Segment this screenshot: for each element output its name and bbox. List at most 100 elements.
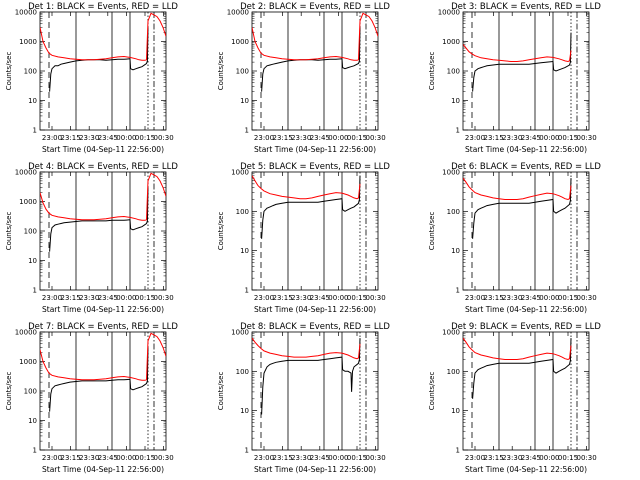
x-tick-label: 23:45 [98, 134, 118, 142]
events-series-line [261, 175, 361, 239]
x-tick-label: 00:00 [116, 454, 136, 462]
lld-series-line [40, 12, 166, 61]
chart-title: Det 8: BLACK = Events, RED = LLD [240, 322, 390, 332]
y-tick-label: 1000 [231, 38, 249, 46]
y-tick-label: 10 [451, 407, 460, 415]
chart-title: Det 2: BLACK = Events, RED = LLD [240, 2, 390, 12]
y-tick-label: 10 [240, 407, 249, 415]
events-series-line [49, 347, 149, 412]
x-tick-label: 00:30 [154, 134, 174, 142]
panel-det-6: Det 6: BLACK = Events, RED = LLD Counts/s… [428, 162, 601, 314]
x-tick-label: 00:15 [558, 454, 578, 462]
y-tick-label: 100 [24, 68, 37, 76]
x-tick-label: 23:00 [254, 134, 274, 142]
panel-det-9: Det 9: BLACK = Events, RED = LLD Counts/s… [428, 322, 601, 474]
plot-frame [251, 331, 379, 451]
panel-det-3: Det 3: BLACK = Events, RED = LLD Counts/s… [428, 2, 601, 154]
chart-title: Det 9: BLACK = Events, RED = LLD [451, 322, 601, 332]
x-tick-label: 23:00 [465, 454, 485, 462]
y-tick-label: 10 [28, 417, 37, 425]
y-tick-label: 1 [33, 447, 37, 455]
x-tick-label: 23:15 [61, 134, 81, 142]
x-tick-label: 23:30 [79, 454, 99, 462]
chart-title: Det 6: BLACK = Events, RED = LLD [451, 162, 601, 172]
chart-title: Det 1: BLACK = Events, RED = LLD [28, 2, 178, 12]
events-series-line [49, 187, 149, 252]
x-tick-label: 00:15 [135, 454, 155, 462]
x-tick-label: 23:00 [42, 134, 62, 142]
y-tick-label: 1000 [442, 329, 460, 337]
y-tick-label: 100 [236, 368, 249, 376]
lld-series-line [463, 337, 572, 361]
x-tick-label: 23:30 [79, 134, 99, 142]
x-tick-label: 23:15 [61, 294, 81, 302]
x-tick-label: 23:45 [310, 454, 330, 462]
x-axis-label: Start Time (04-Sep-11 22:56:00) [254, 305, 376, 314]
y-axis-label: Counts/sec [5, 52, 13, 91]
y-tick-label: 1 [33, 127, 37, 135]
x-tick-label: 23:45 [521, 454, 541, 462]
chart-title: Det 5: BLACK = Events, RED = LLD [240, 162, 390, 172]
y-tick-label: 1 [245, 127, 249, 135]
y-axis-label: Counts/sec [217, 52, 225, 91]
x-tick-label: 23:00 [254, 454, 274, 462]
x-axis-label: Start Time (04-Sep-11 22:56:00) [42, 145, 164, 154]
y-tick-label: 10 [28, 97, 37, 105]
y-tick-label: 1000 [19, 198, 37, 206]
x-tick-label: 00:15 [135, 134, 155, 142]
y-axis-label: Counts/sec [5, 212, 13, 251]
x-tick-label: 23:00 [465, 134, 485, 142]
y-tick-label: 10000 [15, 329, 37, 337]
panel-det-7: Det 7: BLACK = Events, RED = LLD Counts/s… [5, 322, 178, 474]
x-tick-label: 23:30 [79, 294, 99, 302]
plot-frame [462, 331, 590, 451]
x-tick-label: 23:15 [484, 454, 504, 462]
x-tick-label: 23:30 [291, 294, 311, 302]
x-tick-label: 00:15 [347, 134, 367, 142]
x-tick-label: 00:15 [135, 294, 155, 302]
events-series-line [472, 178, 572, 239]
x-axis-label: Start Time (04-Sep-11 22:56:00) [42, 305, 164, 314]
lld-series-line [252, 175, 361, 200]
y-tick-label: 1 [245, 287, 249, 295]
plot-frame [462, 11, 590, 131]
plot-frame [251, 11, 379, 131]
x-tick-label: 00:00 [328, 294, 348, 302]
x-tick-label: 00:00 [539, 134, 559, 142]
y-axis-label: Counts/sec [428, 372, 436, 411]
x-tick-label: 00:00 [116, 294, 136, 302]
y-tick-label: 100 [236, 208, 249, 216]
events-series-line [261, 27, 361, 92]
x-axis-label: Start Time (04-Sep-11 22:56:00) [465, 145, 587, 154]
x-tick-label: 00:30 [154, 294, 174, 302]
y-tick-label: 100 [236, 68, 249, 76]
x-tick-label: 23:30 [502, 134, 522, 142]
x-tick-label: 00:30 [366, 134, 386, 142]
panel-det-5: Det 5: BLACK = Events, RED = LLD Counts/s… [217, 162, 390, 314]
y-tick-label: 1 [33, 287, 37, 295]
panel-det-2: Det 2: BLACK = Events, RED = LLD Counts/s… [217, 2, 390, 154]
x-tick-label: 23:15 [484, 294, 504, 302]
x-tick-label: 00:00 [539, 454, 559, 462]
x-tick-label: 00:15 [347, 294, 367, 302]
x-tick-label: 23:00 [465, 294, 485, 302]
panel-det-1: Det 1: BLACK = Events, RED = LLD Counts/s… [5, 2, 178, 154]
x-tick-label: 23:45 [521, 294, 541, 302]
x-tick-label: 23:30 [502, 454, 522, 462]
x-tick-label: 00:30 [366, 294, 386, 302]
x-axis-label: Start Time (04-Sep-11 22:56:00) [465, 465, 587, 474]
y-tick-label: 100 [447, 68, 460, 76]
y-tick-label: 100 [24, 228, 37, 236]
plot-frame [39, 331, 167, 451]
y-tick-label: 10000 [227, 9, 249, 17]
x-tick-label: 23:00 [42, 454, 62, 462]
y-tick-label: 1 [456, 447, 460, 455]
x-tick-label: 00:30 [577, 454, 597, 462]
x-tick-label: 23:30 [502, 294, 522, 302]
x-tick-label: 23:00 [254, 294, 274, 302]
y-axis-label: Counts/sec [217, 212, 225, 251]
y-axis-label: Counts/sec [5, 372, 13, 411]
y-tick-label: 10000 [15, 9, 37, 17]
plot-frame [39, 11, 167, 131]
